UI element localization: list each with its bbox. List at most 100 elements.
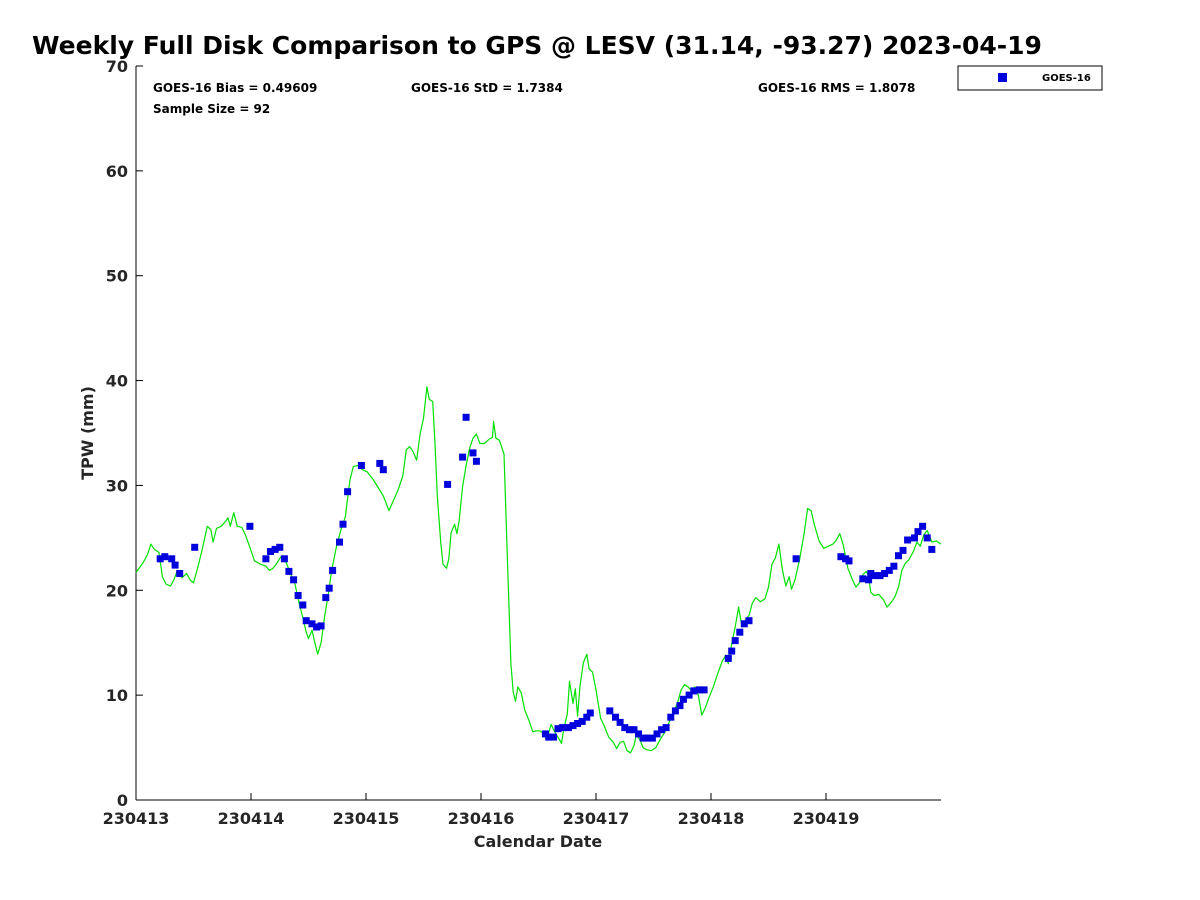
goes16-point [792, 555, 800, 563]
goes16-point [648, 734, 656, 742]
goes16-point [919, 522, 927, 530]
goes16-point [630, 726, 638, 734]
goes16-point [928, 545, 936, 553]
goes16-point [745, 617, 753, 625]
goes16-series-markers [156, 413, 936, 742]
goes16-point [736, 628, 744, 636]
goes16-point [890, 562, 898, 570]
goes16-point [357, 462, 365, 469]
goes16-point [472, 457, 480, 465]
bias-stat: GOES-16 Bias = 0.49609 [153, 81, 317, 95]
rms-stat: GOES-16 RMS = 1.8078 [758, 81, 915, 95]
goes16-point [308, 620, 316, 628]
goes16-point [290, 576, 298, 584]
goes16-point [550, 733, 557, 741]
x-tick-label: 230419 [793, 809, 860, 828]
goes16-point [700, 686, 708, 694]
goes16-point [859, 575, 867, 583]
axes: 0 10 20 30 40 50 60 70 230413 230414 230415 230416 2… [103, 57, 941, 828]
y-tick-label: 0 [117, 791, 128, 810]
y-axis-label: TPW (mm) [78, 386, 97, 480]
x-tick-label: 230415 [333, 809, 400, 828]
goes16-point [667, 713, 675, 721]
chart-title: Weekly Full Disk Comparison to GPS @ LES… [32, 31, 1042, 60]
goes16-point [294, 592, 302, 599]
goes16-point [336, 538, 343, 546]
goes16-point [317, 622, 325, 630]
goes16-point [696, 686, 703, 694]
goes16-point [545, 733, 553, 741]
goes16-point [267, 548, 274, 555]
goes16-point [469, 449, 477, 457]
goes16-point [690, 687, 698, 695]
y-tick-label: 40 [106, 372, 128, 391]
goes16-point [344, 488, 352, 496]
gps-series-line [135, 386, 942, 754]
goes16-point [276, 543, 284, 551]
y-tick-label: 60 [106, 162, 128, 181]
goes16-point [444, 480, 452, 488]
goes16-point [621, 724, 629, 732]
std-stat: GOES-16 StD = 1.7384 [411, 81, 563, 95]
x-axis-label: Calendar Date [474, 832, 603, 851]
goes16-point [554, 725, 562, 733]
goes16-point [376, 459, 384, 467]
goes16-point [262, 555, 270, 563]
goes16-point [881, 570, 889, 577]
goes16-point [899, 546, 907, 554]
goes16-point [731, 637, 739, 645]
y-tick-label: 20 [106, 581, 128, 600]
goes16-point [302, 617, 310, 625]
goes16-point [168, 555, 176, 563]
goes16-point [895, 552, 902, 560]
goes16-point [653, 730, 661, 738]
goes16-point [171, 561, 179, 569]
x-tick-label: 230413 [103, 809, 170, 828]
x-tick-label: 230417 [563, 809, 630, 828]
goes16-point [586, 709, 594, 717]
goes16-point [325, 584, 333, 592]
goes16-point [462, 413, 470, 421]
goes16-point [904, 536, 912, 544]
goes16-point [728, 647, 736, 655]
goes16-point [740, 620, 748, 628]
goes16-point [459, 453, 467, 461]
goes16-point [644, 734, 652, 742]
goes16-point [837, 553, 845, 561]
goes16-point [616, 718, 624, 726]
goes16-point [339, 520, 347, 528]
goes16-point [639, 734, 647, 742]
goes16-point [671, 707, 679, 715]
y-tick-label: 70 [106, 57, 128, 76]
goes16-point [583, 713, 591, 721]
legend-marker-goes16 [998, 73, 1007, 82]
x-tick-label: 230416 [448, 809, 515, 828]
goes16-point [635, 730, 642, 738]
goes16-point [885, 566, 893, 574]
goes16-point [156, 555, 164, 563]
y-tick-label: 10 [106, 686, 128, 705]
goes16-point [679, 695, 687, 703]
legend-box [957, 65, 1103, 91]
goes16-point [911, 534, 918, 542]
goes16-point [176, 570, 184, 577]
goes16-point [313, 623, 321, 631]
goes16-point [559, 724, 567, 732]
goes16-point [161, 553, 169, 561]
goes16-point [280, 555, 288, 563]
y-tick-label: 30 [106, 476, 128, 495]
goes16-point [564, 724, 572, 732]
goes16-point [865, 576, 873, 584]
goes16-point [322, 594, 330, 602]
goes16-point [271, 545, 279, 553]
goes16-point [569, 722, 577, 730]
gps-line [135, 386, 942, 754]
x-tick-label: 230414 [218, 809, 285, 828]
goes16-point [285, 567, 293, 575]
goes16-point [685, 691, 693, 699]
goes16-point [923, 534, 931, 542]
goes16-point [191, 543, 199, 551]
goes16-point [845, 557, 853, 565]
legend-label-goes16: GOES-16 [1042, 73, 1091, 84]
